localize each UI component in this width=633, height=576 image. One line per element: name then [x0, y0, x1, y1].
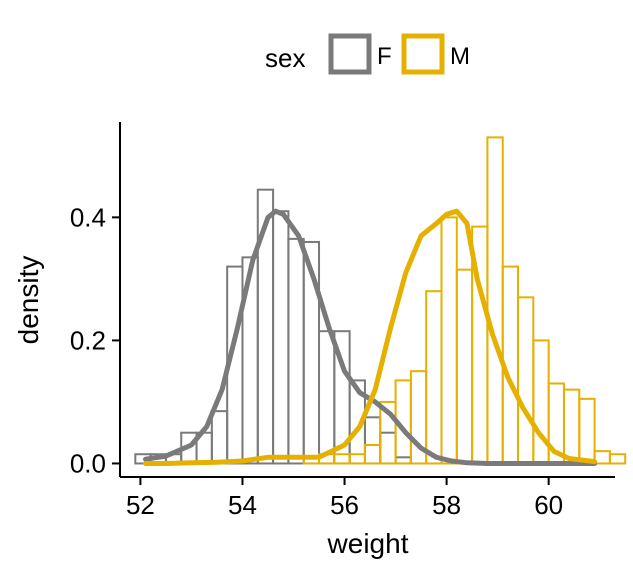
y-axis-ticks: 0.0 0.2 0.4	[70, 202, 120, 478]
bar-m-28	[562, 388, 581, 465]
x-tick-label-58: 58	[432, 490, 461, 520]
x-axis-ticks: 52 54 56 58 60	[126, 477, 563, 520]
bar-m-19	[425, 290, 443, 465]
bar-m-14	[348, 453, 366, 465]
x-tick-label-52: 52	[126, 490, 155, 520]
bar-m-31	[608, 453, 627, 465]
density-curve-m	[143, 208, 598, 466]
x-tick-label-54: 54	[228, 490, 257, 520]
bar-m-13	[333, 453, 351, 465]
legend-label-m: M	[450, 43, 470, 70]
bar-m-29	[578, 397, 596, 465]
y-tick-label-1: 0.2	[70, 325, 106, 355]
bar-m-21	[455, 268, 474, 465]
bar-m-15	[363, 444, 382, 465]
legend-key-m	[401, 33, 445, 75]
bar-f-15	[363, 416, 382, 465]
bar-f-12	[318, 330, 336, 465]
legend-key-f	[328, 33, 372, 75]
bar-m-23	[486, 136, 504, 465]
legend: sex F M	[265, 33, 470, 75]
bar-f-5	[210, 410, 229, 465]
legend-title: sex	[265, 43, 305, 73]
y-tick-label-2: 0.4	[70, 202, 106, 232]
bar-m-20	[440, 216, 458, 465]
density-curves	[143, 208, 598, 466]
histogram-bars	[134, 136, 627, 465]
density-curve-f	[143, 208, 598, 466]
bar-f-9	[272, 210, 290, 465]
bar-f-10	[287, 237, 305, 465]
y-axis-title: density	[13, 256, 44, 345]
x-tick-label-56: 56	[330, 490, 359, 520]
bar-f-16	[379, 431, 397, 465]
x-tick-label-60: 60	[534, 490, 563, 520]
legend-label-f: F	[377, 43, 392, 70]
y-tick-label-0: 0.0	[70, 448, 106, 478]
bar-m-25	[517, 296, 535, 465]
x-axis-title: weight	[327, 528, 409, 559]
